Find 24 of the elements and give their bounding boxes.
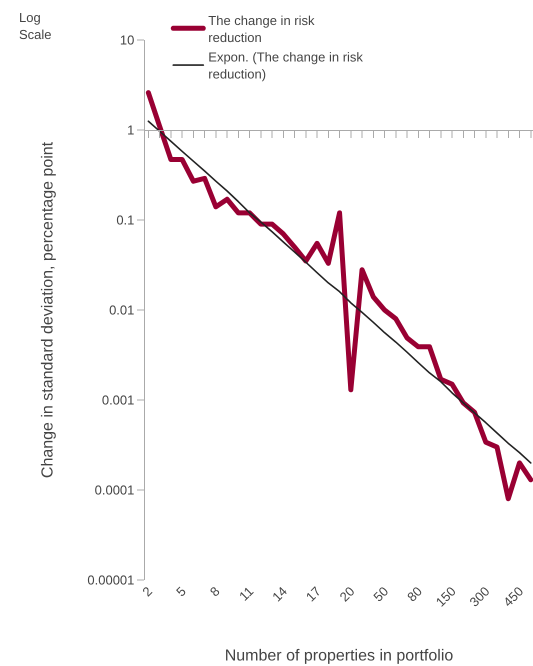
x-tick-label: 8 xyxy=(206,584,223,600)
text: Log Scale xyxy=(19,10,52,42)
x-axis-title: Number of properties in portfolio xyxy=(224,647,454,664)
legend-label: The change in risk reduction xyxy=(208,12,315,45)
x-tick-label: 80 xyxy=(404,584,426,604)
x-tick-label: 20 xyxy=(336,584,358,604)
y-tick-label: 10 xyxy=(120,32,134,48)
x-tick-label: 50 xyxy=(370,584,392,604)
x-tick-label: 150 xyxy=(432,584,459,610)
y-tick-label: 0.01 xyxy=(109,302,134,318)
x-tick-label: 11 xyxy=(236,584,256,604)
y-axis-title: Change in standard deviation, percentage point xyxy=(39,141,56,478)
y-tick-label: 0.001 xyxy=(102,392,134,408)
x-tick-label: 14 xyxy=(269,584,290,604)
x-tick-label: 450 xyxy=(500,584,526,610)
x-tick-label: 300 xyxy=(466,584,492,610)
y-tick-label: 0.0001 xyxy=(94,482,134,498)
y-tick-label: 0.00001 xyxy=(87,572,134,588)
legend-label: Expon. (The change in risk reduction) xyxy=(208,50,364,82)
x-tick-label: 5 xyxy=(173,584,189,600)
x-tick-label: 2 xyxy=(139,584,156,600)
y-tick-label: 0.1 xyxy=(116,212,134,228)
x-tick-label: 17 xyxy=(302,584,324,604)
y-tick-label: 1 xyxy=(127,122,134,138)
